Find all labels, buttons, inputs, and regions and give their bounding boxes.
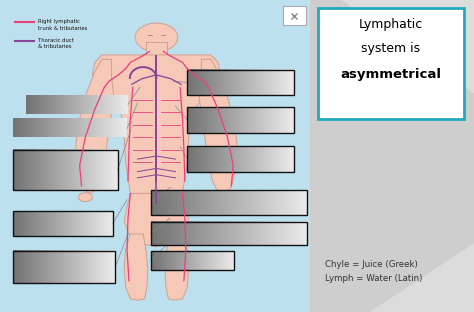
Ellipse shape xyxy=(220,193,235,202)
Bar xyxy=(13,251,115,283)
Bar xyxy=(146,42,167,55)
Text: Chyle = Juice (Greek)
Lymph = Water (Latin): Chyle = Juice (Greek) Lymph = Water (Lat… xyxy=(325,260,422,283)
Text: Lymphatic: Lymphatic xyxy=(358,18,423,32)
Bar xyxy=(13,150,118,190)
Bar xyxy=(283,6,306,25)
Polygon shape xyxy=(92,55,220,193)
Text: asymmetrical: asymmetrical xyxy=(340,68,441,81)
Bar xyxy=(318,8,464,119)
Bar xyxy=(187,70,294,95)
Polygon shape xyxy=(124,234,148,300)
Polygon shape xyxy=(370,243,474,312)
Polygon shape xyxy=(124,193,189,246)
Polygon shape xyxy=(165,234,189,300)
Polygon shape xyxy=(76,59,114,193)
Ellipse shape xyxy=(78,193,92,202)
Bar xyxy=(151,251,234,270)
Text: system is: system is xyxy=(361,42,420,55)
Bar xyxy=(151,190,307,215)
Bar xyxy=(187,107,294,133)
Text: Thoracic duct
& tributaries: Thoracic duct & tributaries xyxy=(38,38,74,49)
Text: Right lymphatic
trunk & tributaries: Right lymphatic trunk & tributaries xyxy=(38,19,87,31)
Bar xyxy=(13,211,113,236)
Bar xyxy=(310,0,474,312)
Polygon shape xyxy=(341,0,474,94)
Bar xyxy=(0,0,310,312)
Polygon shape xyxy=(199,59,237,193)
Bar xyxy=(151,222,307,245)
Ellipse shape xyxy=(135,23,178,52)
Bar xyxy=(187,146,294,172)
